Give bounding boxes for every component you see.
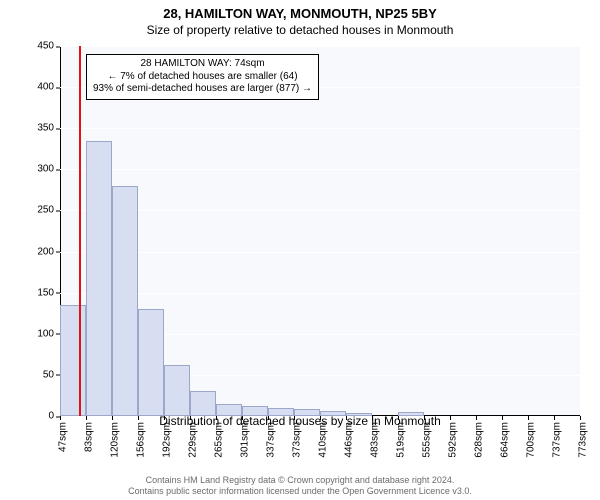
gridline bbox=[60, 46, 580, 47]
annotation-box: 28 HAMILTON WAY: 74sqm← 7% of detached h… bbox=[86, 54, 319, 100]
y-tick-label: 100 bbox=[37, 328, 60, 339]
annotation-line: 28 HAMILTON WAY: 74sqm bbox=[93, 58, 312, 71]
y-tick-label: 150 bbox=[37, 287, 60, 298]
y-tick-label: 350 bbox=[37, 123, 60, 134]
gridline bbox=[60, 293, 580, 294]
annotation-line: ← 7% of detached houses are smaller (64) bbox=[93, 71, 312, 84]
gridline bbox=[60, 169, 580, 170]
gridline bbox=[60, 210, 580, 211]
gridline bbox=[60, 252, 580, 253]
histogram-bar bbox=[112, 186, 138, 416]
chart-subtitle: Size of property relative to detached ho… bbox=[0, 21, 600, 37]
footer: Contains HM Land Registry data © Crown c… bbox=[0, 475, 600, 498]
property-marker-line bbox=[79, 46, 81, 416]
y-tick-label: 400 bbox=[37, 82, 60, 93]
annotation-line: 93% of semi-detached houses are larger (… bbox=[93, 83, 312, 96]
histogram-bar bbox=[190, 391, 216, 416]
y-tick-label: 300 bbox=[37, 164, 60, 175]
y-tick-label: 200 bbox=[37, 246, 60, 257]
gridline bbox=[60, 128, 580, 129]
footer-line-1: Contains HM Land Registry data © Crown c… bbox=[0, 475, 600, 486]
histogram-bar bbox=[138, 309, 164, 416]
histogram-bar bbox=[164, 365, 190, 416]
plot-area: Number of detached properties 0501001502… bbox=[60, 46, 580, 416]
footer-line-2: Contains public sector information licen… bbox=[0, 486, 600, 497]
y-tick-label: 450 bbox=[37, 41, 60, 52]
x-axis-label: Distribution of detached houses by size … bbox=[0, 414, 600, 428]
y-tick-label: 250 bbox=[37, 205, 60, 216]
y-tick-label: 50 bbox=[43, 369, 60, 380]
histogram-bar bbox=[86, 141, 112, 416]
chart-title: 28, HAMILTON WAY, MONMOUTH, NP25 5BY bbox=[0, 0, 600, 21]
histogram-bar bbox=[60, 305, 86, 416]
